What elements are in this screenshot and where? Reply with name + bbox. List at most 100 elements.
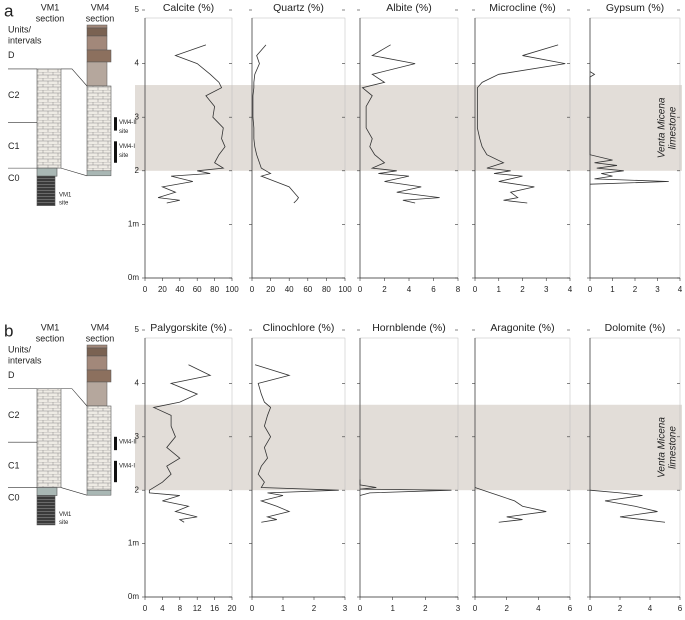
- x-tick-label: 8: [456, 285, 461, 294]
- section-label: section: [36, 13, 65, 23]
- units-label: intervals: [8, 35, 42, 45]
- units-label: intervals: [8, 355, 42, 365]
- section-label: section: [86, 13, 115, 23]
- unit-label: D: [8, 370, 15, 380]
- x-tick-label: 0: [588, 285, 593, 294]
- site-label: VM4-I: [119, 463, 135, 469]
- x-tick-label: 80: [210, 285, 219, 294]
- vm4-base: [86, 489, 112, 496]
- x-tick-label: 60: [303, 285, 312, 294]
- unit-label: C1: [8, 141, 20, 151]
- x-tick-label: 1: [390, 604, 395, 613]
- vm4-layer: [86, 347, 108, 357]
- unit-label: C0: [8, 173, 20, 183]
- x-tick-label: 4: [160, 604, 165, 613]
- x-tick-label: 0: [358, 285, 363, 294]
- vm4-column: [86, 405, 112, 491]
- section-label: VM4: [91, 322, 110, 332]
- panel-letter: b: [4, 321, 13, 340]
- y-tick-label: 1m: [128, 220, 139, 229]
- vm1-column: [36, 68, 62, 169]
- chart-title: Aragonite (%): [490, 322, 554, 334]
- x-tick-label: 20: [266, 285, 275, 294]
- section-label: section: [36, 333, 65, 343]
- profile-line: [589, 489, 666, 523]
- profile-line: [254, 364, 339, 523]
- vm4-layer: [86, 381, 108, 407]
- y-tick-label: 4: [135, 59, 140, 68]
- vm4-layer: [86, 344, 108, 349]
- site-bar: [114, 141, 117, 163]
- x-tick-label: 0: [143, 604, 148, 613]
- x-tick-label: 4: [407, 285, 412, 294]
- x-tick-label: 4: [648, 604, 653, 613]
- vm1-base: [36, 167, 58, 177]
- annotation: limestone: [668, 106, 679, 149]
- correlation-line: [61, 388, 88, 407]
- chart-title: Gypsum (%): [606, 2, 664, 14]
- y-tick-label: 0m: [128, 273, 139, 282]
- x-tick-label: 2: [504, 604, 509, 613]
- x-tick-label: 6: [431, 285, 436, 294]
- chart-title: Quartz (%): [273, 2, 324, 14]
- x-tick-label: 0: [250, 285, 255, 294]
- x-tick-label: 2: [312, 604, 317, 613]
- x-tick-label: 6: [678, 604, 683, 613]
- vm4-layer: [86, 61, 108, 87]
- correlation-line: [60, 167, 88, 177]
- site-label: VM1: [59, 192, 72, 198]
- vm4-layer: [86, 24, 108, 29]
- x-tick-label: 2: [520, 285, 525, 294]
- y-tick-label: 5: [135, 5, 140, 14]
- annotation: Venta Micena: [657, 417, 668, 478]
- chart-title: Dolomite (%): [605, 322, 666, 334]
- vm4-layer: [86, 27, 108, 37]
- profile-line: [361, 44, 440, 204]
- site-label: VM4-II: [119, 439, 137, 445]
- vm4-column: [86, 85, 112, 172]
- panel-letter: a: [4, 1, 14, 20]
- x-tick-label: 1: [610, 285, 615, 294]
- x-tick-label: 0: [473, 285, 478, 294]
- site-label: site: [59, 520, 69, 526]
- site-label: site: [119, 129, 129, 135]
- x-tick-label: 4: [568, 285, 573, 294]
- profile-line: [148, 364, 212, 523]
- vm1-base: [36, 487, 58, 496]
- x-tick-label: 60: [193, 285, 202, 294]
- vm1-column: [36, 388, 62, 488]
- x-tick-label: 12: [193, 604, 202, 613]
- vm4-layer: [86, 35, 108, 51]
- vm1-base: [36, 175, 56, 206]
- y-tick-label: 2: [135, 166, 140, 175]
- chart-title: Hornblende (%): [372, 322, 446, 334]
- x-tick-label: 0: [250, 604, 255, 613]
- y-tick-label: 5: [135, 325, 140, 334]
- correlation-line: [60, 487, 88, 496]
- x-tick-label: 4: [678, 285, 683, 294]
- y-tick-label: 3: [135, 112, 140, 121]
- site-bar: [114, 436, 117, 451]
- profile-line: [252, 44, 300, 204]
- x-tick-label: 0: [588, 604, 593, 613]
- chart-title: Albite (%): [386, 2, 432, 14]
- x-tick-label: 3: [655, 285, 660, 294]
- y-tick-label: 0m: [128, 592, 139, 601]
- site-label: VM4-I: [119, 144, 135, 150]
- x-tick-label: 2: [618, 604, 623, 613]
- site-bar: [114, 117, 117, 131]
- site-label: VM1: [59, 512, 72, 518]
- x-tick-label: 4: [536, 604, 541, 613]
- x-tick-label: 2: [423, 604, 428, 613]
- vm4-layer: [86, 355, 108, 371]
- chart-title: Clinochlore (%): [263, 322, 335, 334]
- unit-label: C0: [8, 493, 20, 503]
- x-tick-label: 0: [143, 285, 148, 294]
- unit-label: C1: [8, 461, 20, 471]
- section-label: section: [86, 333, 115, 343]
- annotation: Venta Micena: [657, 97, 668, 158]
- x-tick-label: 1: [497, 285, 502, 294]
- section-label: VM1: [41, 322, 60, 332]
- units-label: Units/: [8, 24, 32, 34]
